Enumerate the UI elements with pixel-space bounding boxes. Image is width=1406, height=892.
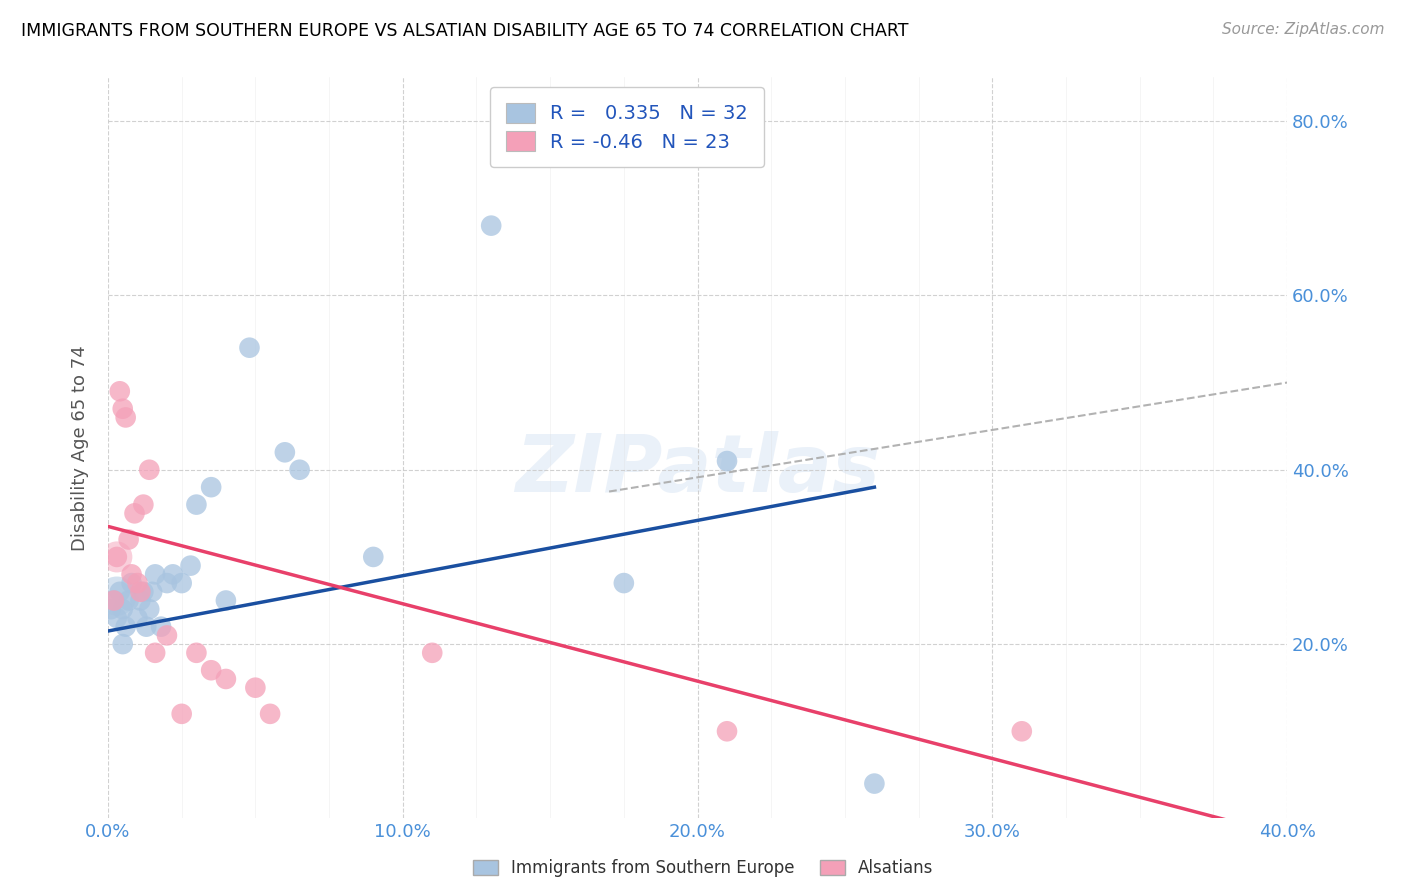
Point [138, 463, 160, 477]
Point [114, 410, 136, 425]
Point [186, 498, 208, 512]
Point [135, 620, 157, 634]
Point [245, 681, 267, 695]
Point [141, 584, 163, 599]
Point [100, 602, 122, 616]
Point [121, 576, 143, 591]
Point [108, 384, 131, 399]
Legend: Immigrants from Southern Europe, Alsatians: Immigrants from Southern Europe, Alsatia… [465, 853, 941, 884]
Point [103, 593, 125, 607]
Point [129, 593, 152, 607]
Point [1011, 724, 1033, 739]
Point [162, 567, 184, 582]
Y-axis label: Disability Age 65 to 74: Disability Age 65 to 74 [72, 345, 89, 551]
Point [200, 480, 222, 494]
Point [103, 593, 125, 607]
Point [127, 611, 149, 625]
Point [143, 567, 166, 582]
Point [121, 567, 143, 582]
Point [105, 589, 128, 603]
Point [150, 620, 173, 634]
Point [170, 576, 193, 591]
Point [111, 401, 134, 416]
Point [613, 576, 636, 591]
Point [170, 706, 193, 721]
Point [259, 706, 281, 721]
Point [105, 611, 128, 625]
Point [186, 646, 208, 660]
Point [716, 724, 738, 739]
Point [420, 646, 443, 660]
Point [129, 584, 152, 599]
Text: IMMIGRANTS FROM SOUTHERN EUROPE VS ALSATIAN DISABILITY AGE 65 TO 74 CORRELATION : IMMIGRANTS FROM SOUTHERN EUROPE VS ALSAT… [21, 22, 908, 40]
Point [143, 646, 166, 660]
Point [215, 672, 238, 686]
Point [863, 776, 886, 790]
Point [127, 576, 149, 591]
Point [117, 533, 139, 547]
Point [361, 549, 384, 564]
Point [111, 602, 134, 616]
Point [132, 584, 155, 599]
Point [479, 219, 502, 233]
Point [288, 463, 311, 477]
Point [138, 602, 160, 616]
Point [215, 593, 238, 607]
Point [124, 506, 146, 520]
Point [156, 628, 179, 642]
Point [132, 498, 155, 512]
Point [117, 593, 139, 607]
Point [105, 549, 128, 564]
Point [114, 620, 136, 634]
Point [238, 341, 260, 355]
Point [156, 576, 179, 591]
Legend: R =   0.335   N = 32, R = -0.46   N = 23: R = 0.335 N = 32, R = -0.46 N = 23 [491, 87, 763, 167]
Point [108, 584, 131, 599]
Point [200, 663, 222, 677]
Text: ZIPatlas: ZIPatlas [515, 431, 880, 509]
Point [105, 549, 128, 564]
Text: Source: ZipAtlas.com: Source: ZipAtlas.com [1222, 22, 1385, 37]
Point [180, 558, 202, 573]
Point [274, 445, 297, 459]
Point [111, 637, 134, 651]
Point [716, 454, 738, 468]
